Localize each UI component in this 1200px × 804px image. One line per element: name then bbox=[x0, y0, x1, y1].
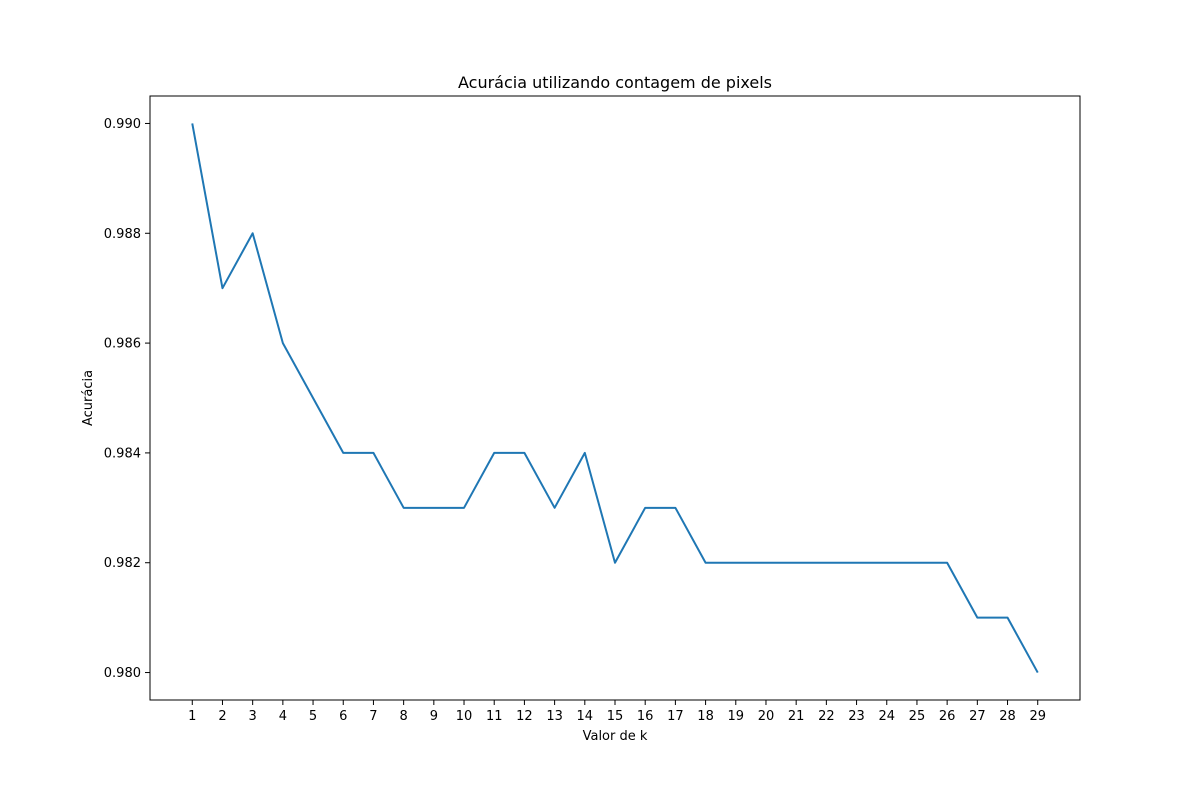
y-tick-label: 0.988 bbox=[104, 227, 141, 242]
y-tick-label: 0.982 bbox=[104, 556, 141, 571]
y-tick-label: 0.984 bbox=[104, 446, 141, 461]
x-tick-label: 10 bbox=[456, 709, 473, 724]
x-tick-label: 21 bbox=[788, 709, 805, 724]
x-tick-label: 13 bbox=[546, 709, 563, 724]
chart-title: Acurácia utilizando contagem de pixels bbox=[458, 73, 772, 92]
x-tick-label: 23 bbox=[848, 709, 865, 724]
x-tick-label: 29 bbox=[1029, 709, 1046, 724]
x-tick-label: 8 bbox=[399, 709, 407, 724]
x-tick-label: 16 bbox=[637, 709, 654, 724]
x-axis-label: Valor de k bbox=[583, 729, 648, 744]
x-tick-label: 18 bbox=[697, 709, 714, 724]
y-tick-label: 0.990 bbox=[104, 117, 141, 132]
x-tick-label: 11 bbox=[486, 709, 503, 724]
ticks-layer: 1 2 3 4 5 6 7 8 9 10 11 12 13 14 15 16 17 18 19 20 21 22 23 24 2… bbox=[104, 117, 1046, 724]
y-tick-label: 0.986 bbox=[104, 337, 141, 352]
x-tick-label: 15 bbox=[607, 709, 624, 724]
x-tick-label: 20 bbox=[758, 709, 775, 724]
data-layer bbox=[191, 123, 1039, 674]
x-tick-label: 19 bbox=[728, 709, 745, 724]
x-tick-label: 17 bbox=[667, 709, 684, 724]
x-tick-label: 24 bbox=[878, 709, 895, 724]
x-tick-label: 14 bbox=[577, 709, 594, 724]
series-line bbox=[191, 123, 1039, 674]
x-tick-label: 28 bbox=[999, 709, 1016, 724]
x-tick-label: 25 bbox=[909, 709, 926, 724]
x-tick-label: 4 bbox=[279, 709, 287, 724]
x-tick-label: 3 bbox=[249, 709, 257, 724]
x-tick-label: 26 bbox=[939, 709, 956, 724]
x-tick-label: 6 bbox=[339, 709, 347, 724]
x-tick-label: 1 bbox=[188, 709, 196, 724]
y-axis-label: Acurácia bbox=[81, 370, 96, 426]
x-tick-label: 9 bbox=[430, 709, 438, 724]
plot-area-frame bbox=[149, 95, 1081, 701]
x-tick-label: 22 bbox=[818, 709, 835, 724]
x-tick-label: 7 bbox=[369, 709, 377, 724]
x-tick-label: 2 bbox=[218, 709, 226, 724]
y-tick-label: 0.980 bbox=[104, 666, 141, 681]
x-tick-label: 5 bbox=[309, 709, 317, 724]
x-tick-label: 12 bbox=[516, 709, 533, 724]
x-tick-label: 27 bbox=[969, 709, 986, 724]
